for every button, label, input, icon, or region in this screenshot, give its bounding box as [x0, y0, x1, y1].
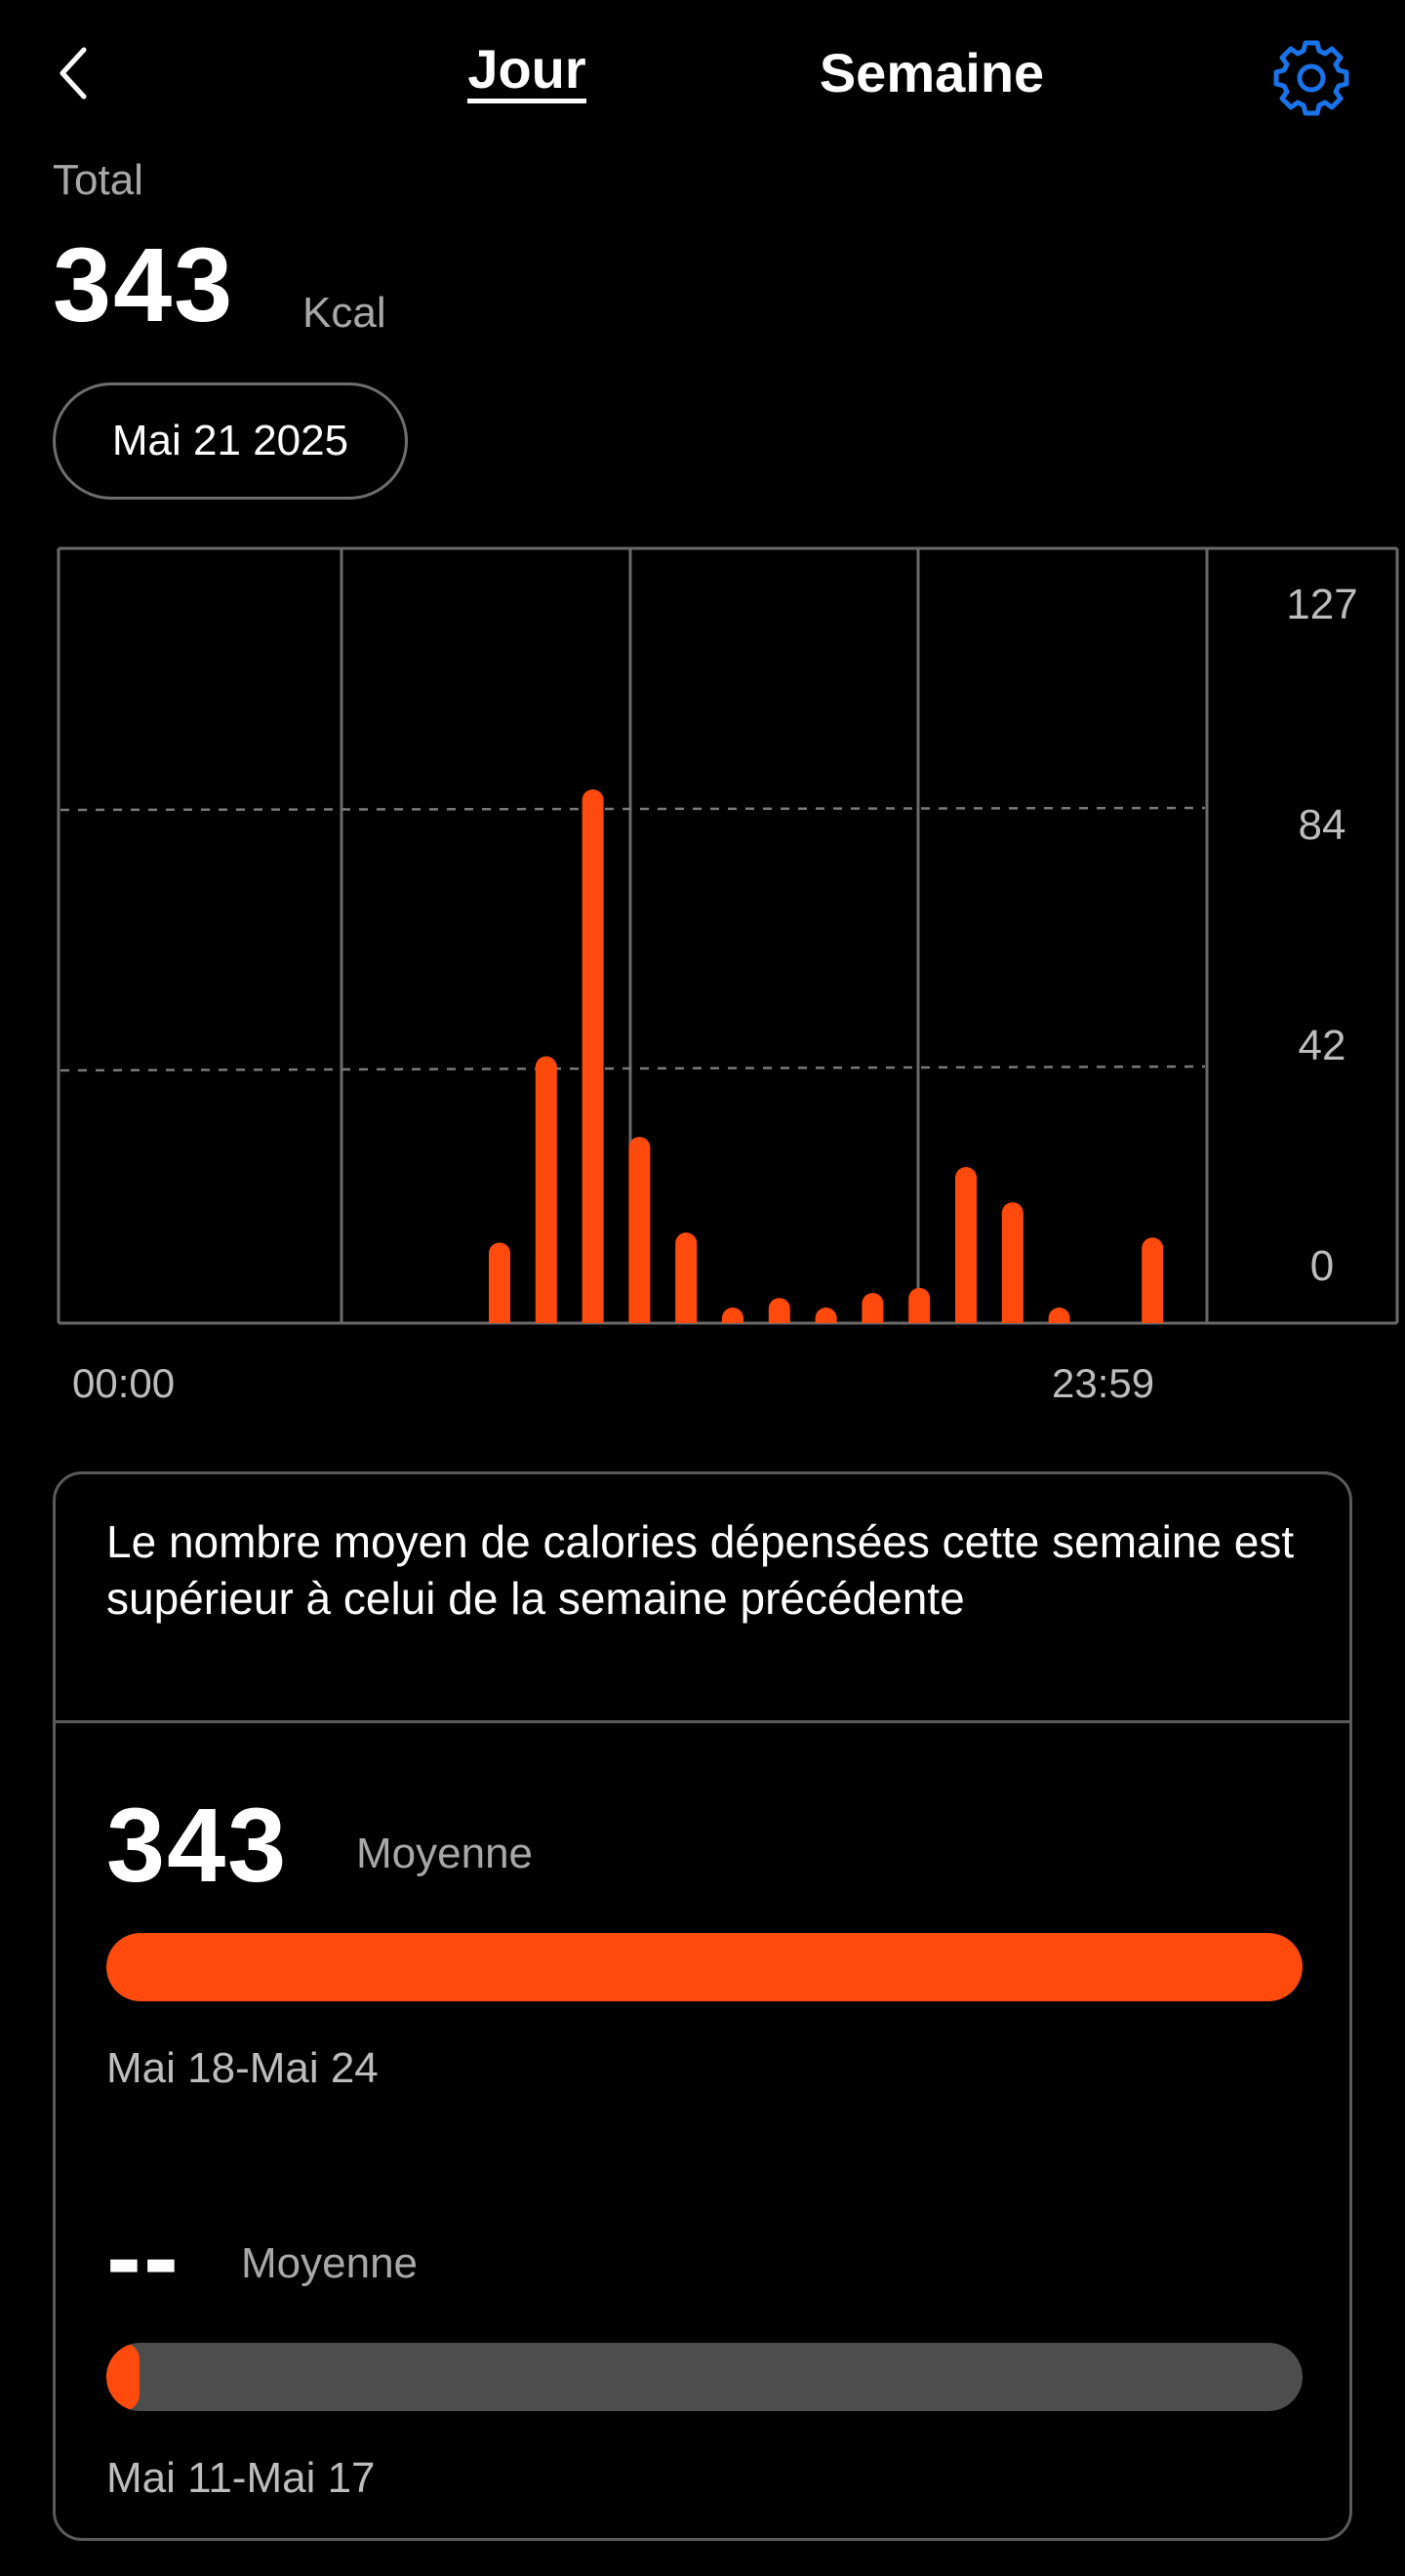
gear-icon — [1273, 40, 1349, 116]
chart-bar — [628, 1137, 651, 1323]
previous-week-average-value: -- — [106, 2197, 181, 2315]
tab-week[interactable]: Semaine — [800, 37, 1064, 107]
x-axis-start-label: 00:00 — [72, 1360, 176, 1406]
chart-bar — [955, 1167, 977, 1323]
total-value: 343 — [53, 225, 235, 343]
chart-frame — [57, 546, 1399, 1325]
current-week-average-value: 343 — [106, 1786, 289, 1904]
total-unit: Kcal — [302, 289, 386, 337]
y-axis-ticks: 127 84 42 0 — [1286, 581, 1357, 1290]
settings-button[interactable] — [1266, 33, 1356, 123]
current-week-progress-bar — [106, 1933, 1303, 2001]
previous-week-average-label: Moyenne — [241, 2239, 419, 2287]
chart-bar — [582, 789, 604, 1323]
total-label: Total — [53, 156, 143, 204]
comparison-card: Le nombre moyen de calories dépensées ce… — [53, 1471, 1352, 2541]
previous-week-progress-bar — [106, 2343, 1303, 2411]
comparison-message: Le nombre moyen de calories dépensées ce… — [106, 1516, 1295, 1624]
tab-day[interactable]: Jour — [449, 37, 605, 107]
chart-bar — [768, 1298, 790, 1323]
previous-week-range: Mai 11-Mai 17 — [106, 2454, 376, 2502]
y-tick-label: 42 — [1299, 1022, 1346, 1069]
current-week-progress-fill — [106, 1933, 1303, 2001]
y-tick-label: 127 — [1286, 581, 1357, 628]
chart-bar — [1001, 1202, 1024, 1323]
card-divider — [56, 1720, 1349, 1723]
chart-bar — [722, 1308, 743, 1323]
calories-bar-chart: 127 84 42 0 — [57, 546, 1399, 1325]
chevron-left-icon — [60, 47, 87, 100]
current-week-average-label: Moyenne — [356, 1830, 534, 1877]
chart-bar — [815, 1308, 837, 1323]
previous-week-progress-fill — [106, 2343, 140, 2411]
chart-bar — [862, 1293, 884, 1323]
chart-bars — [489, 789, 1164, 1323]
tab-day-label: Jour — [467, 41, 586, 103]
chart-bar — [1142, 1237, 1164, 1323]
chart-gridlines — [60, 806, 1206, 1072]
chart-bar — [1048, 1308, 1070, 1323]
back-button[interactable] — [47, 29, 101, 117]
x-axis-end-label: 23:59 — [1052, 1360, 1155, 1406]
current-week-range: Mai 18-Mai 24 — [106, 2044, 379, 2092]
chart-bar — [535, 1056, 557, 1323]
date-selector-button[interactable]: Mai 21 2025 — [53, 382, 408, 500]
y-tick-label: 84 — [1299, 801, 1346, 849]
chart-bar — [489, 1242, 510, 1323]
y-tick-label: 0 — [1310, 1242, 1334, 1290]
chart-bar — [675, 1232, 698, 1323]
tab-week-label: Semaine — [819, 41, 1045, 103]
date-label: Mai 21 2025 — [111, 417, 349, 464]
chart-bar — [908, 1287, 931, 1323]
